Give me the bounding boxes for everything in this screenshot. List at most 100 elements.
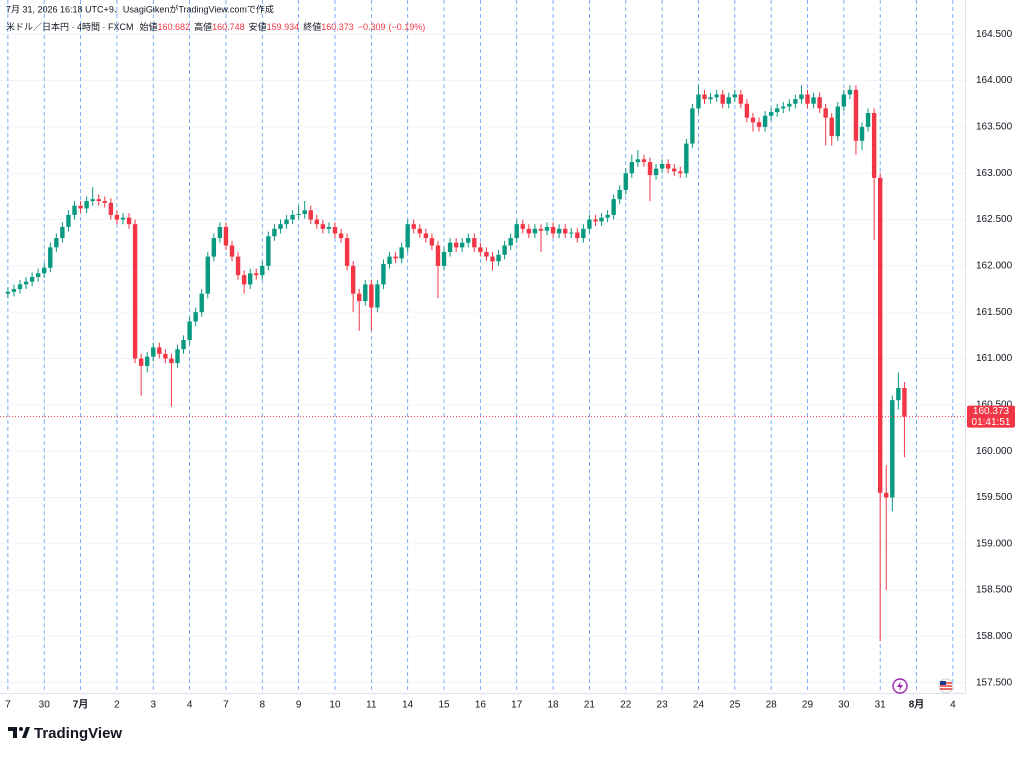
candle-body: [811, 97, 816, 104]
candle-body: [381, 264, 386, 285]
candles: [0, 85, 965, 642]
candle-body: [235, 256, 241, 276]
candle-body: [5, 291, 11, 294]
candle-body: [532, 228, 538, 234]
candle-body: [108, 202, 114, 215]
candle-body: [78, 205, 83, 209]
candle-body: [750, 117, 756, 123]
candle-body: [599, 217, 604, 222]
candle-body: [435, 245, 441, 266]
candle-body: [605, 214, 610, 218]
candle-body: [781, 106, 786, 109]
candle-body: [163, 353, 168, 359]
candle-body: [211, 238, 217, 257]
candle-body: [181, 339, 186, 350]
y-tick-label: 161.500: [976, 307, 1013, 318]
legend: 米ドル／日本円 · 4時間 · FXCM 始値160.682 高値160.748 安値…: [6, 21, 425, 32]
candle-body: [350, 265, 356, 294]
candle-body: [284, 219, 289, 225]
candle-body: [720, 94, 725, 104]
brand-name: TradingView: [34, 725, 122, 742]
candle-body: [496, 254, 501, 262]
candle-body: [447, 242, 453, 252]
candle-body: [205, 256, 210, 294]
candle-body: [66, 214, 71, 227]
candle-body: [193, 312, 198, 322]
candle-body: [369, 284, 374, 308]
candle-body: [665, 163, 671, 169]
high-value: 160.748: [212, 22, 245, 32]
candle-body: [460, 242, 465, 248]
candle-body: [520, 224, 525, 229]
x-tick-label: 21: [584, 700, 596, 711]
candle-body: [199, 293, 204, 313]
candle-body: [145, 356, 150, 366]
x-tick-label: 4: [187, 700, 193, 711]
event-icon: [892, 678, 908, 694]
candle-body: [672, 168, 677, 172]
candle-body: [332, 226, 338, 234]
candle-body: [805, 94, 810, 104]
candle-body: [60, 226, 65, 239]
candle-body: [859, 126, 865, 141]
x-tick-label: 30: [838, 700, 850, 711]
candle-body: [72, 205, 77, 215]
candle-body: [266, 236, 271, 266]
x-tick-label: 17: [511, 700, 523, 711]
y-tick-label: 163.000: [976, 168, 1013, 179]
candle-body: [526, 228, 532, 234]
x-tick-label: 30: [39, 700, 51, 711]
candle-body: [393, 256, 398, 259]
x-tick-label: 2: [114, 700, 120, 711]
candle-body: [732, 94, 738, 98]
candle-body: [684, 143, 689, 174]
candle-body: [714, 94, 719, 98]
candle-body: [96, 199, 101, 202]
candle-body: [556, 228, 562, 234]
candle-body: [623, 173, 628, 190]
candle-body: [102, 201, 107, 203]
candle-body: [151, 347, 156, 357]
candle-body: [514, 224, 519, 239]
candle-body: [120, 217, 126, 220]
candle-body: [708, 97, 713, 100]
candle-body: [508, 238, 513, 246]
candle-body: [762, 115, 768, 127]
candle-body: [817, 97, 822, 109]
candle-body: [562, 228, 568, 234]
candle-body: [787, 103, 792, 107]
candle-body: [247, 273, 253, 285]
countdown-label: 01:41:51: [972, 417, 1011, 428]
y-tick-label: 158.500: [976, 585, 1013, 596]
candle-body: [841, 94, 847, 107]
change: −0.309: [358, 22, 386, 32]
candle-body: [441, 251, 447, 266]
candle-body: [653, 168, 659, 176]
x-tick-label: 8: [260, 700, 266, 711]
y-tick-label: 159.000: [976, 538, 1013, 549]
candle-body: [217, 226, 223, 239]
y-tick-label: 160.000: [976, 446, 1013, 457]
candle-body: [793, 99, 798, 104]
candle-body: [272, 228, 277, 237]
candle-body: [550, 226, 556, 234]
candle-body: [502, 245, 507, 255]
candle-body: [260, 265, 265, 276]
candle-body: [659, 163, 665, 169]
candle-body: [453, 242, 459, 248]
y-tick-label: 164.500: [976, 29, 1013, 40]
candle-body: [702, 94, 707, 100]
candle-body: [647, 162, 653, 176]
candle-body: [635, 159, 641, 163]
y-tick-label: 162.000: [976, 261, 1013, 272]
high-label: 高値: [194, 21, 212, 32]
candle-body: [871, 113, 877, 178]
x-tick-label: 25: [729, 700, 741, 711]
candle-body: [756, 122, 762, 127]
candle-body: [678, 171, 683, 174]
candle-body: [175, 349, 180, 364]
candle-body: [35, 273, 41, 277]
candle-body: [611, 199, 616, 215]
brand-logo: [8, 727, 30, 738]
